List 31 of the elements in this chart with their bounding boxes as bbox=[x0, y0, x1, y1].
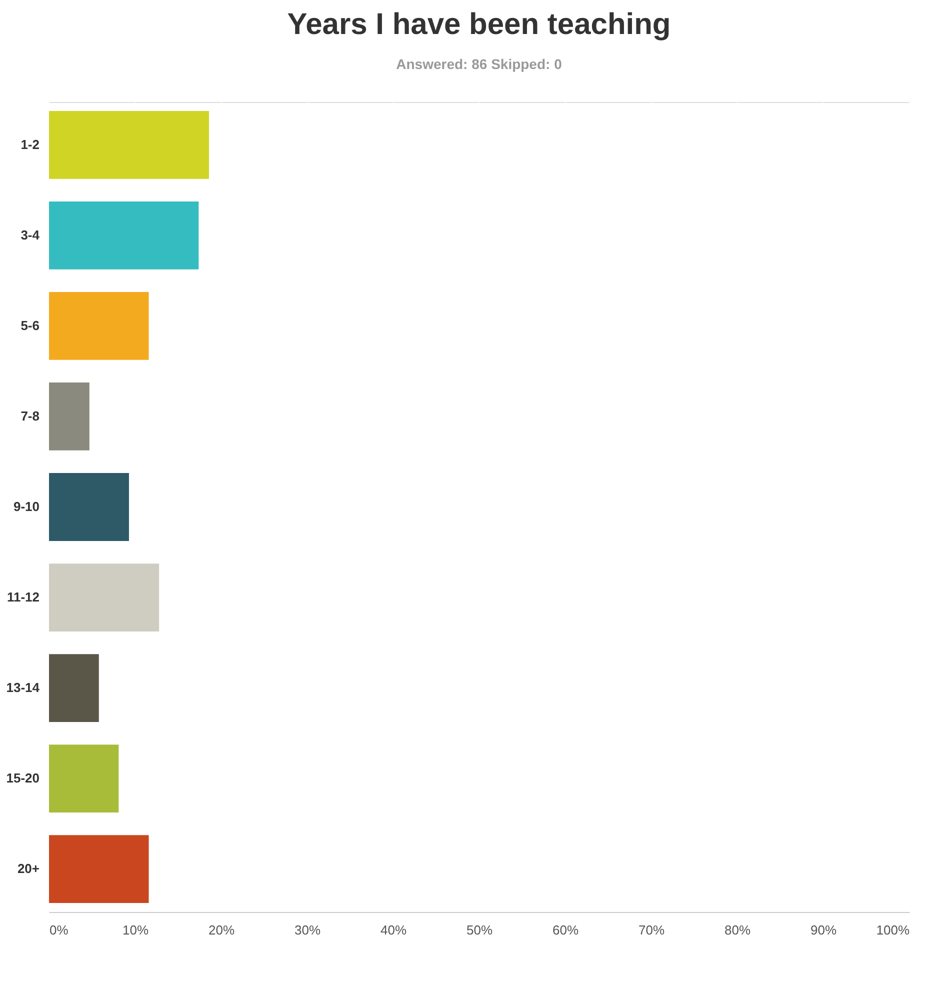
x-tick-label: 100% bbox=[876, 922, 910, 938]
y-tick-label: 15-20 bbox=[6, 770, 40, 786]
y-tick-label: 1-2 bbox=[20, 136, 40, 152]
bar bbox=[49, 202, 199, 270]
bar bbox=[49, 835, 149, 903]
chart-subtitle: Answered: 86 Skipped: 0 bbox=[396, 56, 562, 72]
x-tick-label: 60% bbox=[552, 922, 579, 938]
bar bbox=[49, 564, 160, 632]
x-tick-label: 30% bbox=[294, 922, 321, 938]
x-tick-label: 20% bbox=[208, 922, 235, 938]
y-tick-label: 13-14 bbox=[6, 680, 40, 696]
bar bbox=[49, 473, 129, 541]
x-tick-label: 90% bbox=[810, 922, 837, 938]
y-tick-label: 5-6 bbox=[20, 318, 40, 333]
y-tick-label: 11-12 bbox=[6, 590, 40, 605]
bar bbox=[49, 654, 99, 722]
bar bbox=[49, 292, 149, 360]
x-tick-label: 80% bbox=[724, 922, 751, 938]
x-tick-label: 10% bbox=[122, 922, 149, 938]
bar bbox=[49, 111, 209, 179]
x-tick-label: 40% bbox=[380, 922, 407, 938]
y-tick-label: 3-4 bbox=[20, 227, 40, 242]
x-tick-label: 0% bbox=[50, 922, 69, 938]
y-tick-label: 7-8 bbox=[20, 408, 40, 424]
y-tick-label: 20+ bbox=[17, 861, 40, 876]
y-tick-label: 9-10 bbox=[13, 499, 40, 514]
x-tick-label: 50% bbox=[466, 922, 493, 938]
bar bbox=[49, 744, 119, 812]
chart-title: Years I have been teaching bbox=[287, 8, 671, 41]
bar bbox=[49, 382, 90, 450]
x-tick-label: 70% bbox=[638, 922, 665, 938]
